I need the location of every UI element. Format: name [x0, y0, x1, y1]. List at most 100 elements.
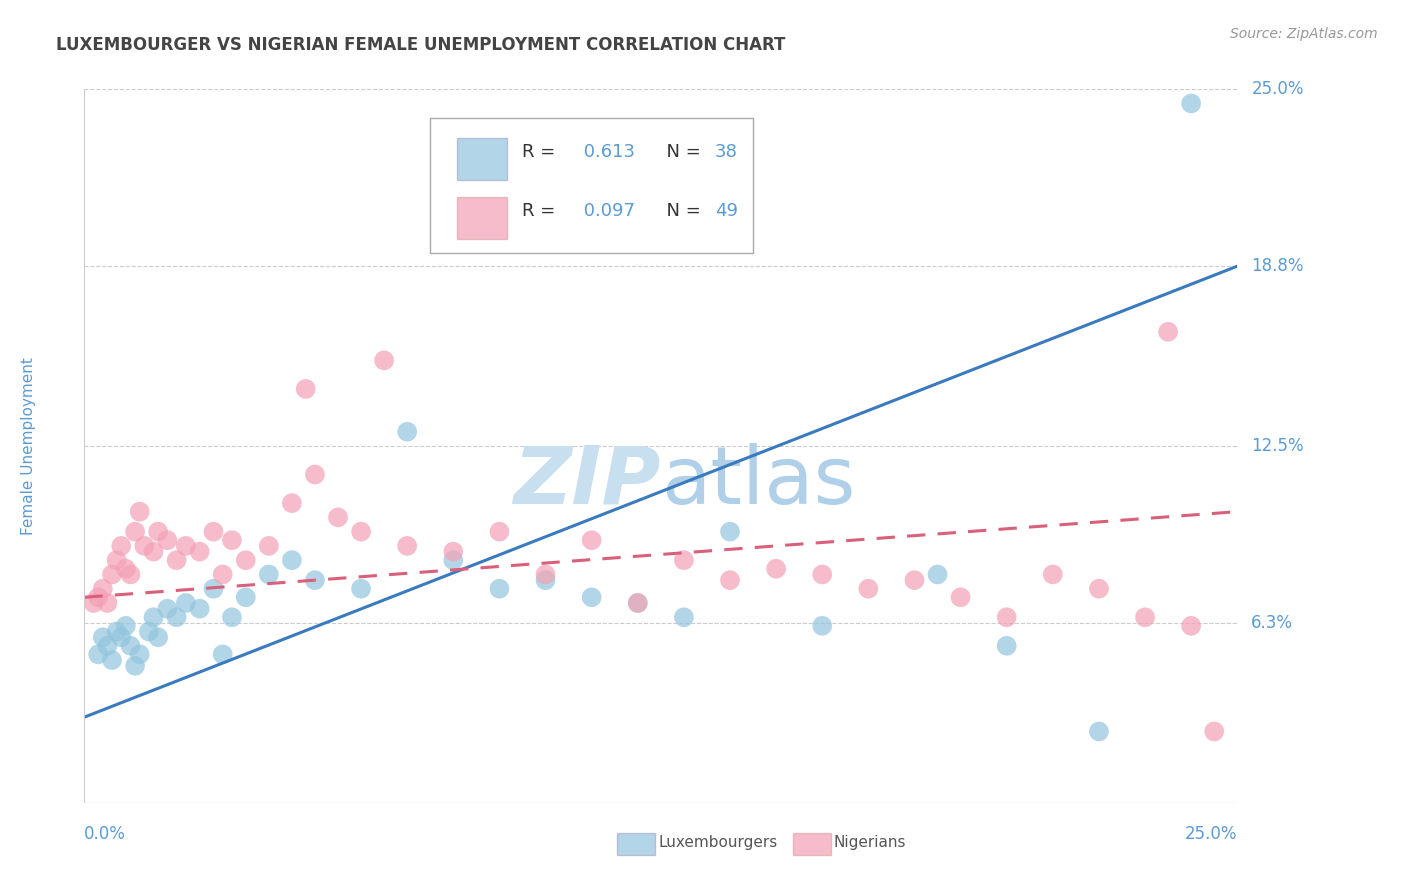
Point [326, 510, 349, 524]
Text: atlas: atlas [661, 442, 855, 521]
Point [811, 567, 834, 582]
Point [235, 591, 257, 605]
Point [110, 539, 132, 553]
Text: Nigerians: Nigerians [834, 836, 907, 850]
Point [91, 630, 114, 644]
Text: 49: 49 [716, 202, 738, 219]
Point [534, 567, 557, 582]
Point [87, 591, 110, 605]
Point [156, 601, 179, 615]
Point [1180, 619, 1202, 633]
Point [105, 553, 128, 567]
Text: R =: R = [523, 202, 561, 219]
Point [211, 648, 233, 662]
Point [304, 573, 326, 587]
Point [221, 610, 243, 624]
Point [235, 553, 257, 567]
Text: 0.097: 0.097 [578, 202, 636, 219]
Point [257, 567, 280, 582]
Point [101, 653, 124, 667]
Text: Source: ZipAtlas.com: Source: ZipAtlas.com [1230, 27, 1378, 41]
Point [138, 624, 160, 639]
Point [1088, 582, 1111, 596]
Point [188, 601, 211, 615]
Point [927, 567, 949, 582]
Point [995, 610, 1018, 624]
Point [174, 539, 197, 553]
Point [202, 524, 225, 539]
Point [124, 524, 146, 539]
Point [142, 610, 165, 624]
Point [188, 544, 211, 558]
Text: ZIP: ZIP [513, 442, 661, 521]
Text: 25.0%: 25.0% [1251, 80, 1303, 98]
Point [350, 582, 373, 596]
Text: LUXEMBOURGER VS NIGERIAN FEMALE UNEMPLOYMENT CORRELATION CHART: LUXEMBOURGER VS NIGERIAN FEMALE UNEMPLOY… [56, 36, 786, 54]
Point [105, 624, 128, 639]
Point [124, 658, 146, 673]
Point [1180, 96, 1202, 111]
Text: N =: N = [655, 143, 707, 161]
Point [281, 496, 304, 510]
Text: 0.613: 0.613 [578, 143, 636, 161]
Point [142, 544, 165, 558]
Point [221, 533, 243, 548]
Text: 6.3%: 6.3% [1251, 614, 1294, 632]
Point [441, 553, 464, 567]
Point [396, 425, 419, 439]
Point [211, 567, 233, 582]
Point [718, 573, 741, 587]
Point [166, 610, 188, 624]
Point [765, 562, 787, 576]
Point [146, 630, 169, 644]
Point [304, 467, 326, 482]
Point [1204, 724, 1226, 739]
Point [903, 573, 925, 587]
Point [156, 533, 179, 548]
Text: N =: N = [655, 202, 707, 219]
Point [488, 524, 510, 539]
Text: 25.0%: 25.0% [1185, 825, 1237, 843]
Point [672, 553, 695, 567]
Point [115, 619, 138, 633]
Point [488, 582, 510, 596]
Point [858, 582, 880, 596]
Point [534, 573, 557, 587]
Point [995, 639, 1018, 653]
Point [202, 582, 225, 596]
Point [1088, 724, 1111, 739]
Text: 38: 38 [716, 143, 738, 161]
Point [581, 591, 603, 605]
FancyBboxPatch shape [457, 137, 508, 180]
Point [441, 544, 464, 558]
Point [101, 567, 124, 582]
Point [627, 596, 650, 610]
Point [166, 553, 188, 567]
Point [672, 610, 695, 624]
FancyBboxPatch shape [430, 118, 754, 253]
Point [128, 505, 150, 519]
Point [949, 591, 972, 605]
Point [115, 562, 138, 576]
FancyBboxPatch shape [457, 197, 508, 239]
Point [96, 596, 118, 610]
Text: Luxembourgers: Luxembourgers [658, 836, 778, 850]
Point [1157, 325, 1180, 339]
Point [811, 619, 834, 633]
Point [87, 648, 110, 662]
Point [146, 524, 169, 539]
Point [96, 639, 118, 653]
Point [120, 639, 142, 653]
Point [1042, 567, 1064, 582]
Point [396, 539, 419, 553]
Text: 12.5%: 12.5% [1251, 437, 1303, 455]
Point [120, 567, 142, 582]
Text: 0.0%: 0.0% [84, 825, 127, 843]
Point [110, 630, 132, 644]
Point [350, 524, 373, 539]
Point [83, 596, 105, 610]
Point [91, 582, 114, 596]
Text: Female Unemployment: Female Unemployment [21, 357, 35, 535]
Point [581, 533, 603, 548]
Point [281, 553, 304, 567]
